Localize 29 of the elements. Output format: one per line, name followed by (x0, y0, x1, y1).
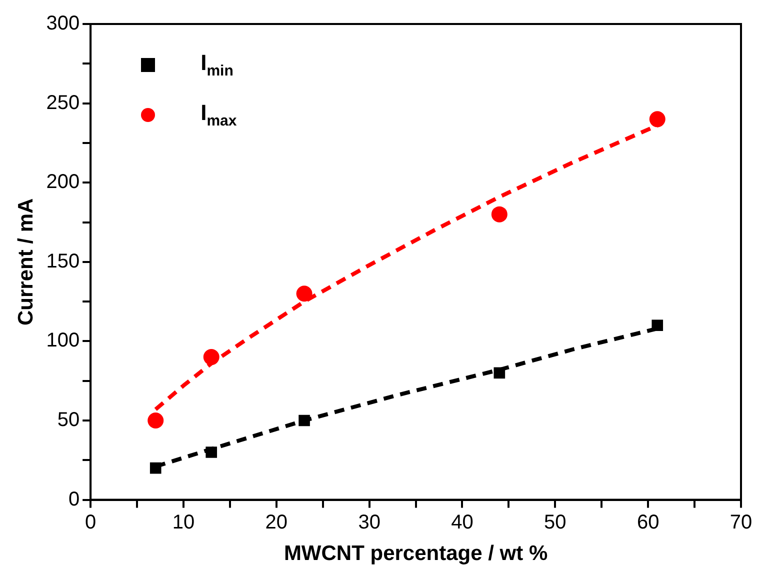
point (298, 414, 310, 426)
x-tick-label: 60 (636, 511, 660, 534)
y-tick-label: 300 (46, 12, 80, 35)
point (652, 320, 664, 331)
x-tick-label: 10 (172, 511, 195, 534)
x-tick-label: 40 (451, 511, 474, 534)
y-tick-label: 250 (46, 92, 80, 114)
x-tick-label: 70 (730, 511, 752, 534)
point (296, 286, 312, 302)
y-tick-label: 0 (68, 488, 80, 510)
x-axis-title: MWCNT percentage / wt % (284, 542, 548, 566)
point (649, 111, 666, 128)
x-tick-label: 20 (265, 511, 288, 534)
point (203, 349, 220, 366)
x-tick-label: 50 (544, 511, 566, 534)
point (206, 446, 218, 458)
y-tick-label: 150 (46, 250, 80, 272)
y-tick-label: 50 (57, 409, 80, 432)
y-axis-title: Current / mA (14, 198, 38, 326)
point (491, 206, 508, 222)
x-tick-label: 0 (85, 511, 96, 534)
point (148, 412, 164, 428)
x-tick-label: 30 (358, 511, 380, 534)
y-tick-label: 200 (46, 171, 80, 194)
y-tick-label: 100 (46, 330, 80, 352)
point (150, 462, 162, 474)
point (494, 367, 506, 379)
legend-label: I$_{max}$ (200, 100, 237, 130)
legend-label: I$_{min}$ (200, 50, 234, 80)
